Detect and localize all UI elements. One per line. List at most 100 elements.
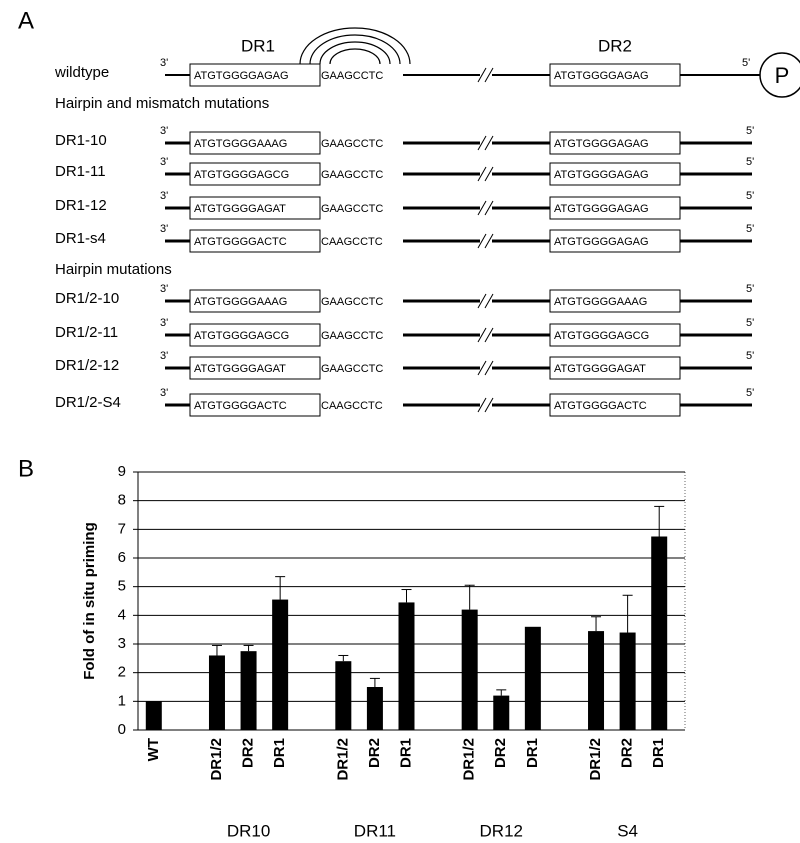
x-tick-label: DR1/2 — [334, 738, 351, 781]
dr1-box — [189, 162, 321, 186]
three-prime: 3' — [160, 317, 168, 329]
dr2-seq: ATGTGGGGAGAG — [554, 203, 649, 215]
bar — [461, 609, 478, 730]
flank-seq: GAAGCCTC — [321, 138, 383, 150]
bar — [240, 651, 257, 730]
x-tick-label: DR2 — [366, 738, 383, 768]
panel-label: B — [18, 455, 34, 482]
bar — [208, 655, 225, 730]
x-tick-label: DR1 — [524, 738, 541, 768]
five-prime: 5' — [742, 57, 750, 69]
bar — [524, 626, 541, 730]
row-name: wildtype — [54, 64, 109, 81]
x-tick-label: DR1/2 — [587, 738, 604, 781]
break — [477, 135, 487, 151]
break — [477, 397, 487, 413]
y-tick-label: 3 — [118, 635, 126, 652]
row-name: DR1-10 — [55, 132, 107, 149]
dr2-seq: ATGTGGGGAGAG — [554, 169, 649, 181]
five-prime: 5' — [746, 156, 754, 168]
dr1-seq: ATGTGGGGAGAG — [194, 70, 289, 82]
dr1-seq: ATGTGGGGACTC — [194, 236, 287, 248]
group-label: S4 — [617, 821, 638, 840]
break — [477, 233, 487, 249]
sequence-rows: wildtype 3' ATGTGGGGAGAG GAAGCCTC ATGTGGGGAG… — [54, 57, 760, 417]
dr1-seq: ATGTGGGGAAAG — [194, 138, 287, 150]
bar — [493, 695, 510, 730]
hairpin-arcs — [299, 27, 411, 65]
break — [477, 360, 487, 376]
flank-seq: GAAGCCTC — [321, 203, 383, 215]
three-prime: 3' — [160, 387, 168, 399]
dr2-label: DR2 — [598, 36, 632, 55]
five-prime: 5' — [746, 125, 754, 137]
y-tick-label: 9 — [118, 463, 126, 480]
dr2-seq: ATGTGGGGAGAG — [554, 236, 649, 248]
bar — [619, 632, 636, 730]
row-name: DR1-s4 — [55, 230, 106, 247]
bar — [145, 701, 162, 730]
break — [477, 327, 487, 343]
dr1-box — [189, 229, 321, 253]
bar — [366, 687, 383, 730]
break — [484, 200, 494, 216]
section-heading: Hairpin mutations — [55, 261, 172, 278]
dr1-seq: ATGTGGGGACTC — [194, 400, 287, 412]
break — [477, 200, 487, 216]
group-label: DR10 — [227, 821, 270, 840]
chart: B 0 1 2 3 4 5 6 7 8 9 Fold of in situ priming WT DR1/… — [18, 455, 686, 840]
y-tick-label: 6 — [118, 549, 126, 566]
y-tick-label: 1 — [118, 692, 126, 709]
five-prime: 5' — [746, 317, 754, 329]
five-prime: 5' — [746, 223, 754, 235]
break — [477, 293, 487, 309]
x-tick-label: DR2 — [240, 738, 257, 768]
x-tick-label: DR1 — [397, 738, 414, 768]
y-axis-title: Fold of in situ priming — [81, 522, 98, 679]
section-heading: Hairpin and mismatch mutations — [55, 95, 269, 112]
x-tick-label: DR1 — [650, 738, 667, 768]
break — [484, 233, 494, 249]
flank-seq: CAAGCCTC — [321, 236, 383, 248]
break — [477, 67, 487, 83]
dr1-box — [189, 323, 321, 347]
bar — [651, 536, 668, 730]
three-prime: 3' — [160, 283, 168, 295]
y-tick-label: 7 — [118, 520, 126, 537]
break — [484, 67, 494, 83]
dr2-seq: ATGTGGGGACTC — [554, 400, 647, 412]
group-label: DR12 — [480, 821, 523, 840]
three-prime: 3' — [160, 57, 168, 69]
flank-seq: GAAGCCTC — [321, 296, 383, 308]
break — [484, 360, 494, 376]
dr1-box — [189, 393, 321, 417]
break — [484, 397, 494, 413]
dr2-seq: ATGTGGGGAGAG — [554, 138, 649, 150]
break — [484, 293, 494, 309]
dr1-seq: ATGTGGGGAAAG — [194, 296, 287, 308]
dr1-seq: ATGTGGGGAGAT — [194, 203, 286, 215]
row-name: DR1-11 — [55, 163, 106, 180]
break — [477, 166, 487, 182]
dr1-seq: ATGTGGGGAGCG — [194, 169, 289, 181]
flank-seq: GAAGCCTC — [321, 70, 383, 82]
dr1-box — [189, 131, 321, 155]
three-prime: 3' — [160, 223, 168, 235]
dr2-seq: ATGTGGGGAGAG — [554, 70, 649, 82]
flank-seq: GAAGCCTC — [321, 169, 383, 181]
x-tick-label: WT — [145, 738, 162, 761]
panel-label: A — [18, 7, 34, 34]
five-prime: 5' — [746, 350, 754, 362]
dr2-seq: ATGTGGGGAGCG — [554, 330, 649, 342]
bar — [272, 599, 289, 730]
dr1-seq: ATGTGGGGAGAT — [194, 363, 286, 375]
break — [484, 327, 494, 343]
three-prime: 3' — [160, 125, 168, 137]
dr1-label: DR1 — [241, 36, 275, 55]
dr1-box — [189, 196, 321, 220]
dr2-seq: ATGTGGGGAGAT — [554, 363, 646, 375]
y-tick-label: 5 — [118, 578, 126, 595]
row-name: DR1/2-S4 — [55, 394, 121, 411]
x-tick-label: DR2 — [492, 738, 509, 768]
